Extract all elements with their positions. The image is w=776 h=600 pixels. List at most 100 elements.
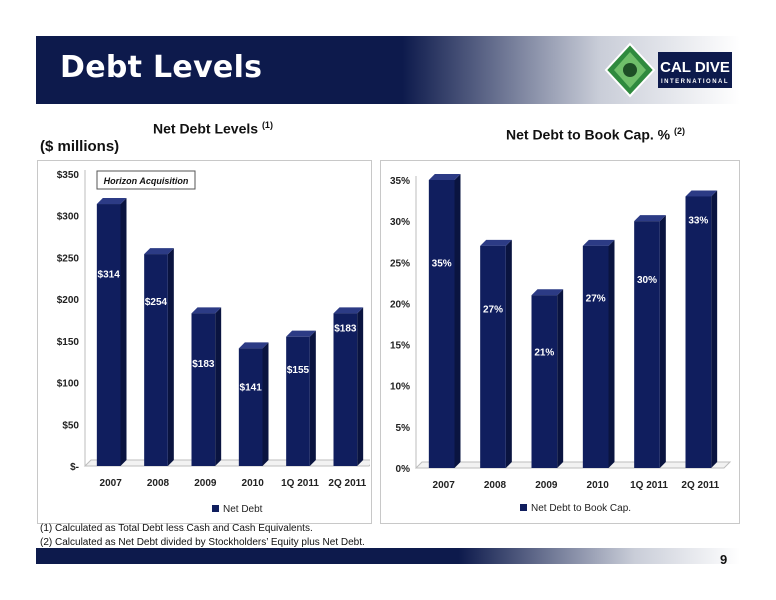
right-chart-title-text: Net Debt to Book Cap. %: [506, 126, 671, 143]
page-title: Debt Levels: [60, 50, 263, 85]
header-bar: Debt Levels CAL DIVE INTERNATIONAL: [36, 36, 740, 104]
left-bar-side: [262, 342, 269, 466]
left-bar-side: [309, 330, 316, 466]
right-bar: [531, 295, 558, 468]
logo-text-bottom: INTERNATIONAL: [661, 79, 729, 85]
left-data-label: $155: [287, 365, 310, 376]
left-bar: [286, 336, 310, 466]
left-y-tick-label: $50: [62, 420, 79, 431]
left-data-label: $183: [192, 359, 215, 370]
right-bar-side: [608, 239, 615, 468]
right-x-tick-label: 2008: [484, 480, 507, 491]
right-bar: [428, 180, 455, 468]
right-floor: [414, 461, 732, 469]
left-bar-top: [96, 198, 127, 205]
right-y-tick-label: 15%: [390, 341, 410, 352]
left-bar-top: [144, 248, 174, 255]
left-bar-top: [238, 342, 269, 349]
right-bar-side: [505, 239, 512, 468]
right-data-label: 27%: [483, 304, 503, 315]
right-bar-top: [531, 289, 564, 296]
right-x-tick-label: 2007: [433, 480, 456, 491]
right-y-tick-label: 30%: [390, 217, 410, 228]
left-chart-units: ($ millions): [40, 138, 120, 155]
left-x-tick-label: 1Q 2011: [281, 478, 319, 489]
left-x-tick-label: 2009: [194, 478, 217, 489]
left-data-label: $254: [145, 297, 168, 308]
right-bar: [582, 245, 609, 468]
left-bar: [144, 254, 168, 466]
left-y-tick-label: $150: [57, 337, 80, 348]
page-number: 9: [720, 552, 728, 567]
left-chart-title-text: Net Debt Levels: [153, 120, 259, 137]
right-chart-title-note: (2): [674, 126, 686, 136]
left-bar-top: [286, 330, 316, 337]
right-bar-side: [454, 174, 461, 468]
left-bar: [191, 313, 216, 466]
left-bar-top: [191, 307, 222, 314]
right-bar-top: [685, 190, 718, 197]
left-bar-top: [333, 307, 364, 314]
right-y-tick-label: 25%: [390, 258, 410, 269]
left-bar: [96, 204, 121, 466]
right-bar-side: [711, 190, 718, 468]
right-bar: [685, 196, 712, 468]
left-bar-side: [357, 307, 364, 466]
right-data-label: 33%: [688, 216, 708, 227]
net-debt-to-book-cap-chart: 0% 5% 10% 15% 20% 25% 30% 35% 35% 2007 27% 2008 21% 2…: [390, 174, 732, 514]
left-x-tick-label: 2Q 2011: [328, 478, 366, 489]
footer-bar: [36, 548, 740, 564]
right-y-tick-label: 35%: [390, 176, 410, 187]
right-data-label: 21%: [534, 348, 554, 359]
footnote-2: (2) Calculated as Net Debt divided by St…: [40, 537, 365, 548]
right-x-tick-label: 1Q 2011: [630, 480, 668, 491]
horizon-acquisition-box: [96, 170, 196, 190]
logo-text-top: CAL DIVE: [660, 59, 730, 76]
right-legend-label: Net Debt to Book Cap.: [531, 503, 631, 514]
footnotes: (1) Calculated as Total Debt less Cash a…: [40, 522, 365, 550]
footnote-1: (1) Calculated as Total Debt less Cash a…: [40, 523, 313, 534]
left-data-label: $141: [240, 383, 263, 394]
right-x-tick-label: 2009: [535, 480, 558, 491]
net-debt-levels-chart: $- $50 $100 $150 $200 $250 $300 $350 $314 2007 $25…: [57, 170, 370, 515]
left-data-label: $183: [334, 324, 357, 335]
left-bar-side: [120, 198, 127, 466]
left-chart-title: Net Debt Levels (1): [153, 120, 273, 137]
left-y-tick-label: $350: [57, 170, 80, 181]
right-data-label: 35%: [432, 258, 452, 269]
right-bar-top: [480, 239, 512, 246]
left-y-tick-label: $100: [57, 379, 80, 390]
right-chart-title: Net Debt to Book Cap. % (2): [506, 126, 685, 143]
left-legend-swatch: [212, 505, 219, 512]
right-y-tick-label: 0%: [396, 464, 411, 475]
left-bar-side: [167, 248, 174, 466]
left-data-label: $314: [98, 269, 121, 280]
left-x-tick-label: 2010: [242, 478, 265, 489]
left-bar: [238, 348, 263, 466]
right-legend-swatch: [520, 504, 527, 511]
left-y-tick-label: $-: [70, 462, 79, 473]
left-bar: [333, 313, 358, 466]
right-y-tick-label: 10%: [390, 382, 410, 393]
right-x-tick-label: 2010: [587, 480, 610, 491]
left-x-tick-label: 2008: [147, 478, 170, 489]
horizon-acquisition-label: Horizon Acquisition: [104, 176, 189, 186]
left-legend-label: Net Debt: [223, 504, 263, 515]
right-bar: [480, 245, 506, 468]
left-floor: [83, 459, 370, 467]
right-bar-top: [582, 239, 615, 246]
right-bar-top: [428, 174, 461, 180]
right-y-tick-label: 5%: [396, 423, 411, 434]
right-x-tick-label: 2Q 2011: [681, 480, 719, 491]
right-bar-side: [659, 215, 666, 468]
left-y-tick-label: $200: [57, 295, 80, 306]
right-y-tick-label: 20%: [390, 299, 410, 310]
right-bar: [634, 221, 660, 468]
left-chart-title-note: (1): [261, 120, 273, 130]
left-x-tick-label: 2007: [100, 478, 123, 489]
left-bar-side: [215, 307, 222, 466]
right-data-label: 30%: [637, 275, 657, 286]
right-data-label: 27%: [586, 293, 606, 304]
left-y-tick-label: $300: [57, 212, 80, 223]
right-bar-top: [634, 215, 666, 222]
